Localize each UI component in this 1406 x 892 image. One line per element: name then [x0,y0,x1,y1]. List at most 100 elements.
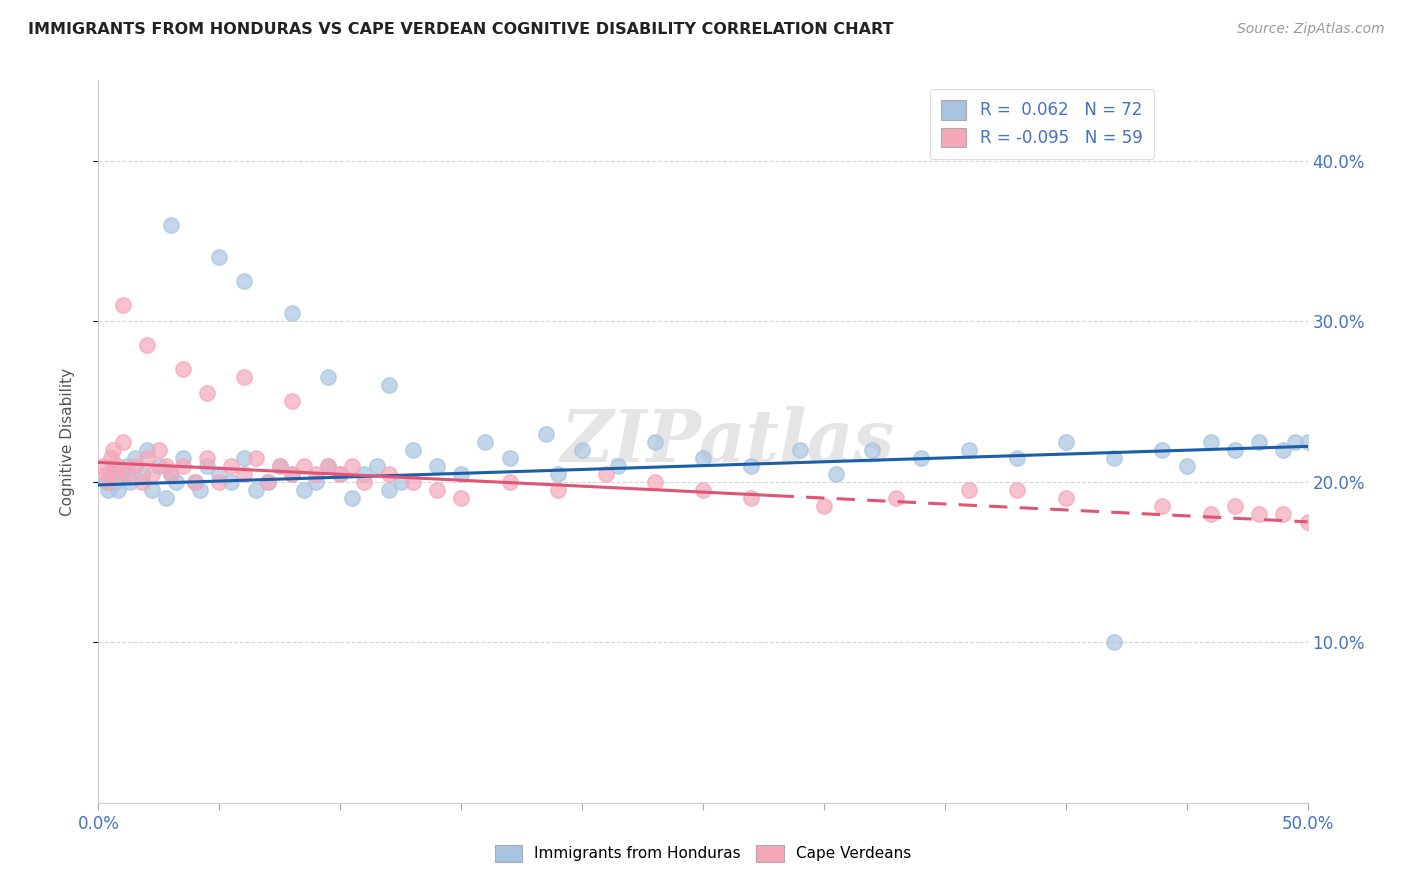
Point [1152,499,1174,513]
Point [1152,442,1174,457]
Point [1007,483,1029,497]
Point [160,467,183,481]
Point [692,483,714,497]
Point [104,467,127,481]
Point [450,491,472,505]
Point [172,450,194,465]
Point [232,370,254,384]
Point [111,298,134,312]
Point [353,467,375,481]
Point [245,483,267,497]
Point [107,483,129,497]
Point [91,458,114,473]
Point [426,458,449,473]
Point [195,458,218,473]
Point [101,458,124,473]
Point [281,394,304,409]
Point [305,467,328,481]
Point [1007,450,1029,465]
Point [498,475,520,489]
Point [281,306,304,320]
Point [474,434,496,449]
Point [1249,434,1271,449]
Point [232,274,254,288]
Point [1272,442,1295,457]
Point [221,475,243,489]
Point [1175,458,1198,473]
Point [94,475,117,489]
Point [184,475,207,489]
Point [740,491,762,505]
Point [245,450,267,465]
Point [607,458,630,473]
Point [1199,507,1222,521]
Point [232,467,254,481]
Point [329,467,352,481]
Legend: R =  0.062   N = 72, R = -0.095   N = 59: R = 0.062 N = 72, R = -0.095 N = 59 [929,88,1154,159]
Point [135,450,157,465]
Point [184,475,207,489]
Point [148,458,170,473]
Text: ZIPatlas: ZIPatlas [560,406,894,477]
Point [1102,635,1125,649]
Point [94,467,117,481]
Point [316,458,339,473]
Point [124,458,146,473]
Point [1223,442,1246,457]
Point [141,467,163,481]
Point [292,458,315,473]
Point [1296,515,1319,529]
Point [498,450,520,465]
Point [957,442,980,457]
Point [1054,491,1077,505]
Point [426,483,449,497]
Point [256,475,278,489]
Point [1102,450,1125,465]
Point [692,450,714,465]
Point [135,442,157,457]
Point [124,450,146,465]
Point [957,483,980,497]
Point [172,458,194,473]
Point [402,442,425,457]
Point [377,467,399,481]
Point [547,483,569,497]
Point [534,426,557,441]
Point [316,370,339,384]
Point [595,467,617,481]
Point [342,458,364,473]
Point [165,475,187,489]
Point [100,450,122,465]
Point [155,491,177,505]
Point [389,475,412,489]
Point [366,458,388,473]
Point [188,483,211,497]
Point [402,475,425,489]
Point [450,467,472,481]
Point [305,475,328,489]
Point [221,458,243,473]
Point [377,483,399,497]
Point [131,475,153,489]
Y-axis label: Cognitive Disability: Cognitive Disability [60,368,75,516]
Point [789,442,811,457]
Point [208,475,231,489]
Point [329,467,352,481]
Point [208,467,231,481]
Point [281,467,304,481]
Point [117,458,139,473]
Point [195,450,218,465]
Point [1223,499,1246,513]
Text: Source: ZipAtlas.com: Source: ZipAtlas.com [1237,22,1385,37]
Point [160,218,183,232]
Point [195,386,218,401]
Point [269,458,291,473]
Point [571,442,593,457]
Point [1284,434,1306,449]
Point [160,467,183,481]
Point [208,250,231,264]
Point [910,450,932,465]
Point [172,362,194,376]
Point [1272,507,1295,521]
Point [97,483,120,497]
